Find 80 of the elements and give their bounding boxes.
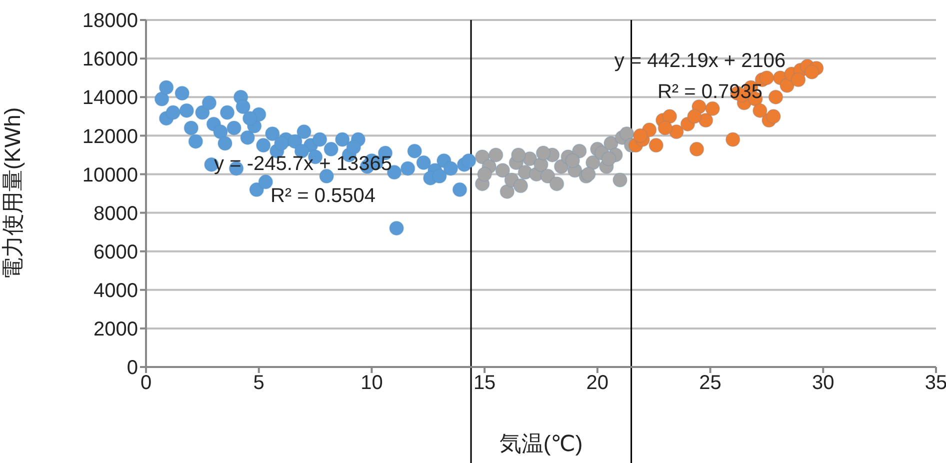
point — [510, 147, 526, 162]
point — [324, 142, 339, 157]
point — [400, 160, 416, 176]
point — [689, 142, 704, 157]
point — [242, 110, 258, 126]
y-tick-label: 16000 — [82, 48, 138, 71]
point — [500, 184, 515, 200]
point — [154, 92, 170, 107]
y-tick-label: 6000 — [94, 241, 138, 264]
point — [452, 182, 468, 198]
point — [220, 105, 235, 120]
point — [346, 140, 362, 155]
point — [766, 108, 781, 124]
point — [768, 90, 784, 105]
point — [572, 144, 587, 159]
x-axis-title: 気温(℃) — [499, 431, 583, 456]
point — [752, 103, 768, 118]
y-tick-label: 8000 — [94, 202, 138, 225]
point — [264, 126, 280, 142]
point — [256, 138, 271, 153]
point — [725, 132, 740, 148]
point — [601, 151, 616, 166]
point — [513, 178, 528, 194]
annotation: R² = 0.5504 — [270, 185, 376, 207]
point — [759, 70, 774, 86]
point — [407, 144, 422, 159]
point — [184, 120, 199, 136]
point — [179, 103, 194, 118]
point — [662, 108, 678, 124]
point — [218, 136, 232, 151]
point — [158, 80, 174, 95]
point — [565, 153, 580, 168]
x-tick-label: 30 — [812, 372, 834, 394]
x-tick-label: 10 — [360, 372, 383, 394]
point — [495, 162, 510, 178]
point — [236, 99, 251, 114]
point — [202, 95, 217, 110]
point — [174, 86, 190, 101]
point — [226, 120, 242, 136]
y-tick-label: 0 — [126, 357, 138, 380]
point — [536, 146, 551, 161]
point — [334, 132, 350, 148]
point — [686, 108, 702, 124]
x-tick-label: 35 — [924, 372, 946, 394]
x-tick-label: 25 — [699, 372, 722, 394]
point — [549, 176, 564, 192]
point — [212, 124, 228, 140]
point — [312, 132, 328, 148]
point — [705, 101, 720, 116]
y-tick-label: 2000 — [94, 318, 138, 341]
point — [619, 126, 634, 142]
point — [416, 155, 432, 170]
y-axis-title: 電力使用量(KWh) — [0, 107, 25, 280]
point — [804, 64, 820, 80]
point — [443, 160, 458, 176]
y-tick-label: 10000 — [82, 164, 138, 186]
point — [612, 172, 628, 188]
y-tick-label: 14000 — [82, 87, 138, 110]
x-tick-label: 20 — [586, 372, 609, 394]
y-tick-label: 18000 — [82, 10, 138, 32]
point — [648, 138, 664, 153]
point — [240, 130, 256, 146]
x-tick-label: 15 — [473, 372, 496, 394]
point — [258, 174, 274, 190]
y-tick-label: 4000 — [94, 280, 138, 302]
x-tick-label: 0 — [140, 372, 152, 394]
point — [790, 72, 806, 88]
point — [274, 136, 289, 151]
y-tick-label: 12000 — [82, 126, 138, 148]
point — [477, 166, 492, 182]
point — [166, 105, 181, 120]
point — [632, 128, 648, 144]
point — [432, 168, 447, 184]
point — [461, 153, 476, 168]
point — [389, 220, 404, 236]
x-tick-label: 5 — [253, 372, 264, 394]
point — [658, 120, 673, 136]
point — [488, 147, 504, 162]
point — [188, 134, 204, 149]
point — [296, 124, 312, 140]
